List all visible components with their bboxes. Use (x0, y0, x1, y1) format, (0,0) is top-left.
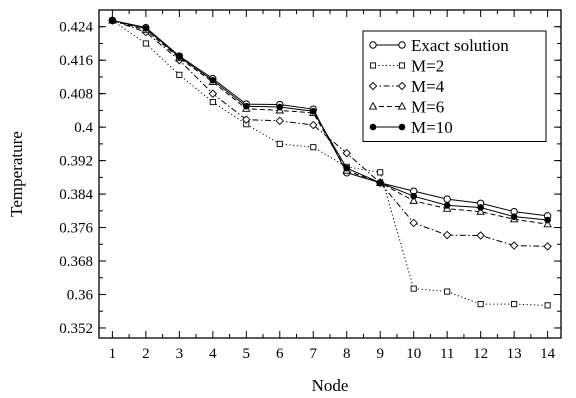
y-tick-label: 0.36 (67, 287, 94, 303)
data-point-m-10 (142, 25, 150, 32)
data-point-exact-solution (443, 195, 451, 203)
data-point-m-4 (208, 89, 218, 98)
x-tick-label: 5 (243, 346, 251, 362)
legend-marker-m-4 (397, 81, 407, 91)
legend-label-m-2: M=2 (411, 57, 444, 76)
x-tick-label: 14 (540, 346, 556, 362)
axes-layer: 1 2 3 4 5 6 7 8 9 10 11 12 13 140.3520.360.3680.3760.… (59, 10, 561, 362)
data-point-m-2 (477, 301, 484, 308)
legend-marker-m-6 (397, 101, 407, 110)
data-point-m-10 (209, 76, 217, 84)
legend-label-m-6: M=6 (411, 98, 444, 117)
data-point-m-10 (410, 192, 417, 200)
legend-marker-exact-solution (398, 41, 406, 49)
series-line-m-2 (112, 20, 548, 306)
series-line-exact-solution (112, 19, 548, 217)
legend: Exact solution M=2M=4 M=6M=10 (362, 30, 547, 142)
y-tick-label: 0.384 (59, 187, 93, 203)
x-tick-label: 2 (142, 346, 150, 362)
data-point-m-10 (176, 53, 183, 61)
data-point-m-4 (342, 148, 351, 158)
data-point-m-10 (443, 202, 451, 209)
legend-marker-m-10 (369, 123, 377, 131)
data-point-m-10 (109, 17, 116, 24)
data-point-m-10 (376, 179, 384, 187)
data-point-m-6 (476, 206, 485, 215)
data-point-m-10 (243, 102, 250, 110)
x-tick-label: 10 (406, 346, 421, 362)
data-point-m-6 (409, 196, 418, 204)
data-point-m-4 (509, 241, 519, 250)
series-layer (108, 15, 552, 309)
x-tick-label: 4 (209, 346, 217, 362)
legend-label-m-10: M=10 (411, 118, 453, 137)
data-point-m-10 (343, 164, 351, 172)
data-point-m-10 (477, 204, 484, 211)
legend-marker-m-10 (398, 123, 406, 131)
series-m-2 (109, 17, 551, 309)
legend-marker-m-2 (398, 62, 406, 69)
data-point-m-4 (442, 230, 452, 240)
legend-marker-m-6 (368, 101, 378, 110)
data-point-m-2 (276, 140, 283, 147)
y-tick-label: 0.408 (59, 87, 93, 103)
y-tick-label: 0.392 (59, 154, 93, 170)
series-line-m-10 (112, 19, 548, 221)
legend-marker-m-2 (369, 62, 377, 69)
x-tick-label: 1 (109, 346, 117, 362)
x-tick-label: 7 (310, 346, 318, 362)
data-point-m-4 (242, 115, 251, 124)
data-point-m-2 (142, 40, 149, 47)
y-axis-title: Temperature (7, 131, 26, 217)
x-tick-label: 8 (343, 346, 351, 362)
data-point-m-2 (377, 169, 384, 176)
data-point-m-2 (176, 71, 183, 78)
x-tick-label: 9 (376, 346, 384, 362)
x-tick-label: 11 (440, 346, 454, 362)
data-point-m-2 (444, 288, 451, 295)
data-point-m-10 (510, 213, 518, 220)
data-point-m-10 (276, 103, 284, 111)
data-point-m-2 (410, 285, 417, 292)
data-point-m-2 (544, 302, 551, 309)
series-m-10 (109, 17, 551, 224)
y-tick-label: 0.368 (59, 254, 93, 270)
data-point-m-10 (309, 107, 317, 115)
data-point-m-4 (309, 120, 318, 130)
legend-label-exact-solution: Exact solution (411, 36, 509, 55)
legend-label-m-4: M=4 (411, 77, 445, 96)
x-tick-label: 6 (276, 346, 284, 362)
data-point-m-4 (476, 231, 485, 240)
series-line-m-6 (112, 19, 548, 225)
legend-marker-m-4 (368, 81, 378, 91)
data-point-m-6 (543, 219, 552, 228)
data-point-m-4 (409, 218, 418, 228)
y-tick-label: 0.4 (74, 120, 93, 136)
y-tick-label: 0.416 (59, 53, 93, 69)
data-point-m-4 (543, 242, 552, 251)
y-tick-label: 0.352 (59, 321, 93, 337)
data-point-m-2 (511, 301, 518, 308)
data-point-m-4 (275, 116, 285, 126)
series-line-m-4 (112, 19, 548, 247)
data-point-m-2 (310, 144, 317, 151)
data-point-m-10 (544, 216, 551, 224)
x-tick-label: 13 (507, 346, 522, 362)
legend-marker-exact-solution (369, 41, 377, 49)
y-tick-label: 0.376 (59, 221, 93, 237)
x-tick-label: 3 (176, 346, 184, 362)
x-axis-title: Node (312, 376, 349, 395)
y-tick-label: 0.424 (59, 20, 93, 36)
data-point-m-2 (209, 98, 216, 106)
x-tick-label: 12 (473, 346, 488, 362)
